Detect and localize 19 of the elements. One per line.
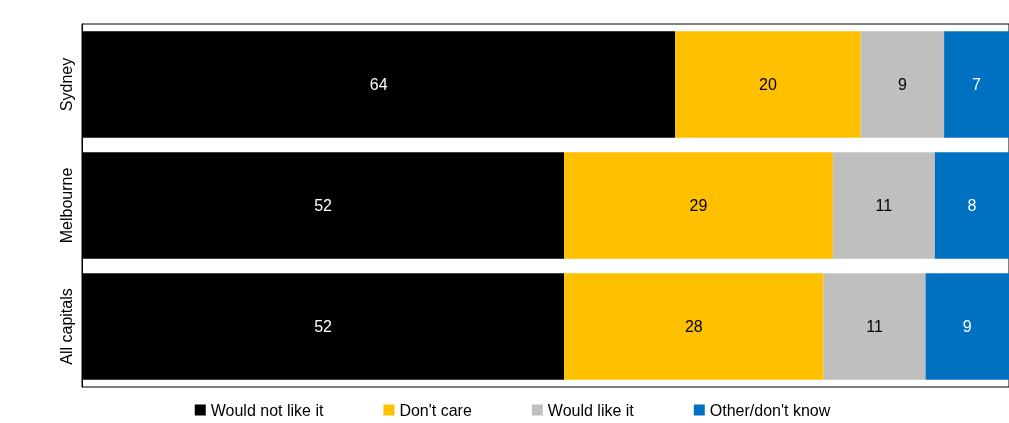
- y-tick-label: Sydney: [57, 57, 75, 112]
- data-label: 20: [759, 76, 777, 93]
- data-label: 7: [972, 76, 982, 93]
- legend-label: Don't care: [399, 401, 472, 419]
- data-label: 9: [897, 76, 907, 93]
- legend-label: Would like it: [547, 401, 635, 419]
- legend-label: Other/don't know: [709, 401, 831, 419]
- data-label: 28: [684, 318, 703, 335]
- y-tick-label: All capitals: [57, 288, 75, 365]
- data-label: 9: [962, 318, 972, 335]
- data-label: 29: [689, 197, 708, 214]
- legend-label: Would not like it: [210, 401, 324, 419]
- data-label: 8: [967, 197, 977, 214]
- data-label: 52: [314, 318, 333, 335]
- data-label: 52: [314, 197, 333, 214]
- data-label: 11: [875, 197, 893, 214]
- y-tick-label: Melbourne: [57, 167, 75, 244]
- data-label: 64: [369, 76, 388, 93]
- data-label: 11: [866, 318, 883, 335]
